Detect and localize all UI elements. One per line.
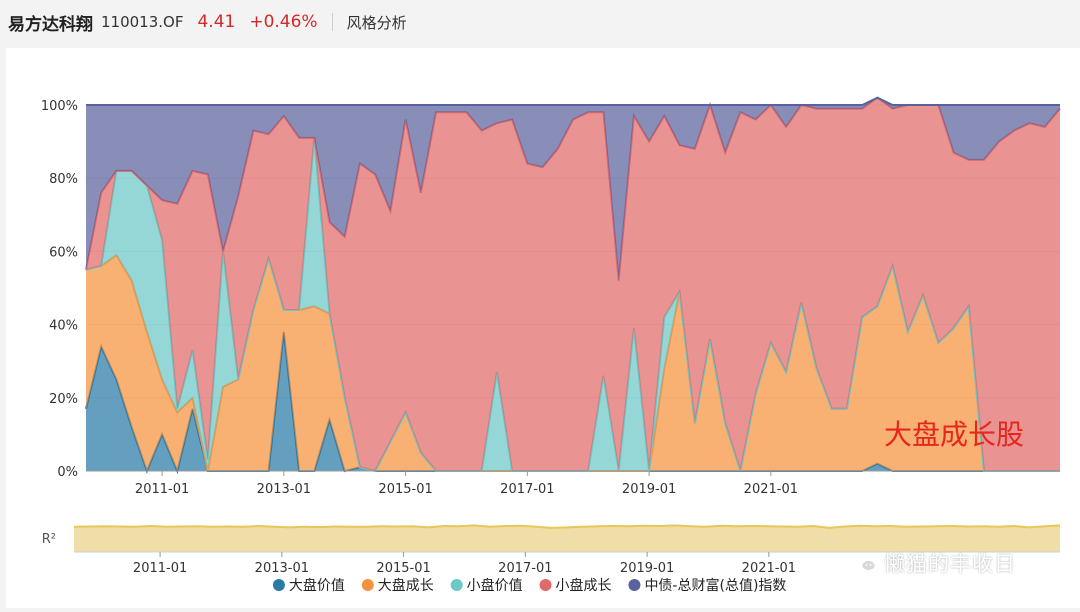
legend-label: 大盘价值: [289, 577, 345, 594]
r2-x-tick-label: 2011-01: [133, 561, 187, 576]
x-tick-label: 2013-01: [257, 482, 311, 497]
series-line-4: [86, 96, 1060, 106]
legend-item-2[interactable]: 小盘价值: [450, 577, 523, 594]
watermark: 懒猫的丰收日: [852, 548, 1016, 578]
area-4: [86, 97, 1060, 281]
legend-swatch: [272, 579, 285, 591]
legend-label: 小盘成长: [556, 577, 612, 594]
legend-label: 小盘价值: [467, 577, 523, 594]
legend-item-4[interactable]: 中债-总财富(总值)指数: [628, 577, 786, 594]
legend-item-1[interactable]: 大盘成长: [361, 577, 434, 594]
x-tick-label: 2019-01: [622, 482, 676, 497]
r2-label: R²: [42, 532, 56, 547]
y-tick-label: 80%: [49, 172, 78, 187]
legend-item-0[interactable]: 大盘价值: [272, 577, 345, 594]
style-analysis-chart: 0% 20% 40% 60% 80% 100% 2011-01 2013-01 2015-01…: [41, 96, 1061, 594]
legend-swatch: [539, 579, 552, 591]
y-tick-label: 20%: [49, 392, 78, 407]
r2-x-tick-label: 2019-01: [620, 561, 674, 576]
r2-x-tick-label: 2021-01: [742, 561, 796, 576]
y-tick-label: 60%: [49, 245, 78, 260]
area-1: [86, 255, 1060, 471]
chart-card: 0% 20% 40% 60% 80% 100% 2011-01 2013-01 2015-01…: [6, 48, 1080, 608]
header-bar: 易方达科翔 110013.OF 4.41 +0.46% 风格分析: [0, 0, 1080, 44]
y-tick-label: 0%: [57, 465, 78, 480]
x-tick-label: 2015-01: [378, 482, 432, 497]
legend-swatch: [628, 579, 641, 591]
x-tick-label: 2017-01: [500, 482, 554, 497]
r2-x-axis-ticks: 2011-01 2013-01 2015-01 2017-01 2019-01 2021-…: [133, 552, 796, 576]
r2-area: [73, 524, 1061, 553]
fund-code: 110013.OF: [101, 13, 184, 31]
r2-line: [73, 524, 1061, 529]
x-axis-ticks: 2011-01 2013-01 2015-01 2017-01 2019-01 2021-…: [86, 470, 1060, 497]
area-3: [86, 97, 1060, 471]
legend-swatch: [361, 579, 374, 591]
r2-fill: [74, 525, 1060, 552]
chart-legend[interactable]: 大盘价值 大盘成长 小盘价值 小盘成长 中债-总财富(总值)指数: [272, 577, 787, 594]
fund-change: +0.46%: [249, 12, 318, 32]
legend-swatch: [450, 579, 463, 591]
fund-price: 4.41: [197, 12, 236, 32]
y-tick-label: 40%: [49, 319, 78, 334]
legend-item-3[interactable]: 小盘成长: [539, 577, 612, 594]
r2-x-tick-label: 2015-01: [376, 561, 430, 576]
header-divider: [331, 13, 333, 31]
y-axis-ticks: 0% 20% 40% 60% 80% 100%: [41, 99, 78, 480]
fund-name: 易方达科翔: [8, 14, 93, 35]
y-tick-label: 100%: [41, 99, 78, 114]
r2-x-tick-label: 2013-01: [255, 561, 309, 576]
legend-label: 大盘成长: [378, 577, 434, 594]
overlay-label: 大盘成长股: [884, 418, 1024, 451]
legend-label: 中债-总财富(总值)指数: [644, 577, 786, 594]
x-tick-label: 2011-01: [135, 482, 189, 497]
stacked-areas: [85, 96, 1061, 475]
tab-style-analysis[interactable]: 风格分析: [346, 13, 407, 32]
area-0: [86, 331, 1060, 471]
wechat-icon: [853, 553, 877, 572]
r2-x-tick-label: 2017-01: [498, 561, 552, 576]
watermark-text: 懒猫的丰收日: [884, 552, 1016, 576]
x-tick-label: 2021-01: [744, 482, 798, 497]
